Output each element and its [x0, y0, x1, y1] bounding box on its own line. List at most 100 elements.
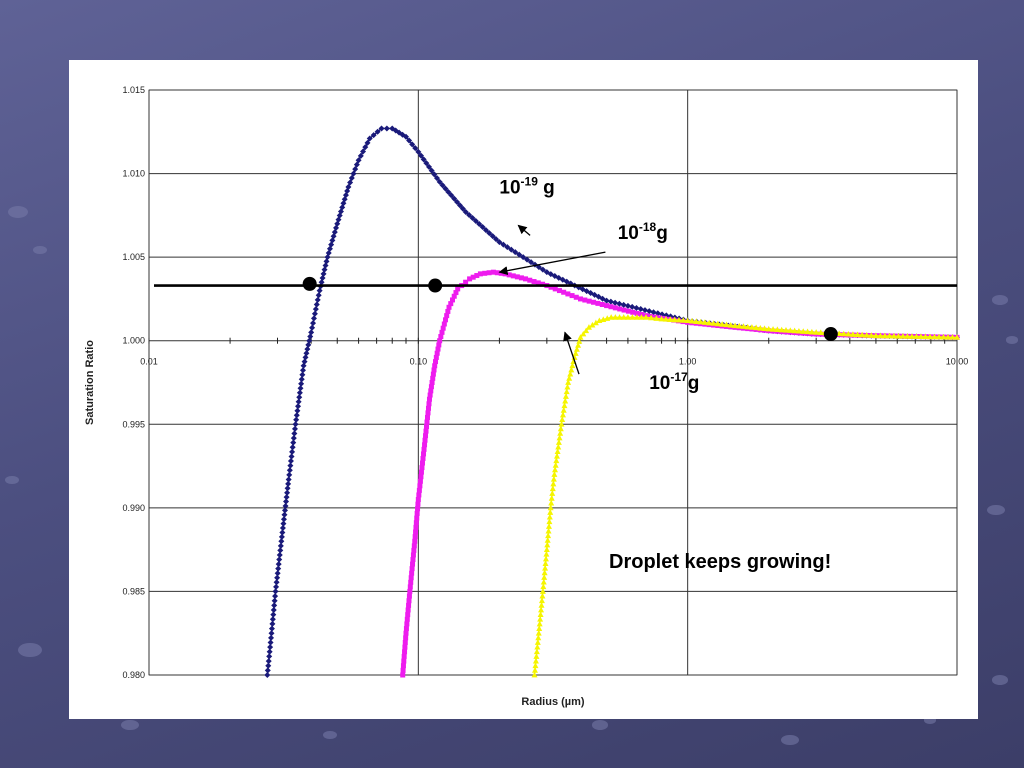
- series-point: [580, 330, 587, 337]
- series-point: [423, 160, 430, 167]
- y-tick-label: 1.000: [122, 336, 145, 346]
- series-point: [415, 501, 421, 507]
- series-point: [583, 327, 590, 334]
- series-point: [616, 314, 623, 320]
- series-point: [561, 402, 568, 409]
- series-point: [400, 672, 406, 678]
- series-point: [540, 578, 547, 585]
- series-point: [817, 329, 824, 336]
- y-tick-label: 0.985: [122, 586, 145, 596]
- series-point: [599, 302, 605, 307]
- series-point: [401, 658, 407, 664]
- series-point: [442, 185, 449, 192]
- series-point: [462, 209, 469, 216]
- series-point: [568, 366, 575, 373]
- series-point: [439, 329, 445, 335]
- series-point: [604, 303, 610, 309]
- series-point: [477, 271, 483, 277]
- series-point: [565, 379, 572, 385]
- series-point: [424, 419, 430, 425]
- series-point: [425, 410, 431, 416]
- series-point: [296, 394, 303, 401]
- series-point: [543, 269, 550, 276]
- series-point: [404, 621, 410, 627]
- series-point: [804, 328, 811, 335]
- series-point: [312, 306, 319, 313]
- series-point: [286, 467, 293, 474]
- series-point: [407, 584, 413, 590]
- series-point: [671, 316, 678, 323]
- series-point: [620, 314, 627, 320]
- series-point: [463, 279, 469, 285]
- series-point: [577, 296, 583, 302]
- series-point: [411, 543, 417, 549]
- series-point: [264, 667, 271, 674]
- series-point: [546, 518, 553, 525]
- background-dot: [781, 734, 799, 746]
- series-point: [378, 125, 385, 132]
- series-point: [433, 359, 439, 365]
- series-point: [430, 375, 436, 381]
- series-point: [408, 575, 414, 581]
- series-point: [357, 152, 364, 159]
- series-point: [287, 462, 294, 469]
- annotation-base: 10: [618, 223, 639, 244]
- series-point: [284, 489, 291, 496]
- series-point: [877, 332, 884, 339]
- series-point: [423, 433, 429, 439]
- series-point: [886, 332, 893, 339]
- series-point: [650, 309, 657, 316]
- series-point: [913, 333, 920, 339]
- series-point: [504, 244, 511, 251]
- series-point: [316, 287, 323, 294]
- series-point: [523, 276, 529, 282]
- series-point: [662, 316, 669, 322]
- series-point: [426, 396, 432, 402]
- background-dot: [33, 245, 47, 255]
- y-tick-label: 0.995: [122, 419, 145, 429]
- series-point: [795, 327, 802, 334]
- series-point: [527, 277, 533, 283]
- series-point: [295, 403, 302, 410]
- series-point: [553, 457, 560, 464]
- series-point: [469, 215, 476, 222]
- series-point: [719, 321, 726, 327]
- series-point: [313, 301, 320, 308]
- series-point: [348, 175, 355, 182]
- series-point: [549, 485, 556, 492]
- series-point: [406, 602, 412, 608]
- series-point: [293, 412, 300, 419]
- series-point: [680, 317, 687, 323]
- series-point: [399, 131, 406, 138]
- series-point: [531, 667, 538, 673]
- series-point: [319, 275, 326, 282]
- series-point: [770, 326, 777, 332]
- series-point: [723, 321, 730, 328]
- series-point: [607, 298, 614, 305]
- series-point: [426, 401, 432, 407]
- series-line: [533, 316, 958, 676]
- series-point: [868, 332, 875, 338]
- series-point: [279, 525, 286, 532]
- series-point: [271, 597, 278, 604]
- series-point: [617, 306, 623, 312]
- series-point: [550, 476, 557, 482]
- series-point: [406, 598, 412, 604]
- series-point: [710, 320, 717, 326]
- background-dot: [323, 730, 337, 740]
- series-point: [454, 198, 461, 205]
- series-point: [556, 288, 562, 294]
- series-point: [270, 611, 277, 618]
- series-point: [506, 272, 512, 278]
- series-point: [277, 542, 284, 549]
- series-point: [289, 448, 296, 455]
- background-dot: [121, 719, 139, 731]
- series-point: [416, 487, 422, 493]
- series-point: [291, 425, 298, 432]
- series-point: [353, 161, 360, 168]
- series-point: [280, 520, 287, 527]
- series-point: [657, 315, 663, 321]
- series-point: [940, 333, 947, 340]
- series-point: [612, 299, 619, 306]
- series-point: [854, 331, 861, 338]
